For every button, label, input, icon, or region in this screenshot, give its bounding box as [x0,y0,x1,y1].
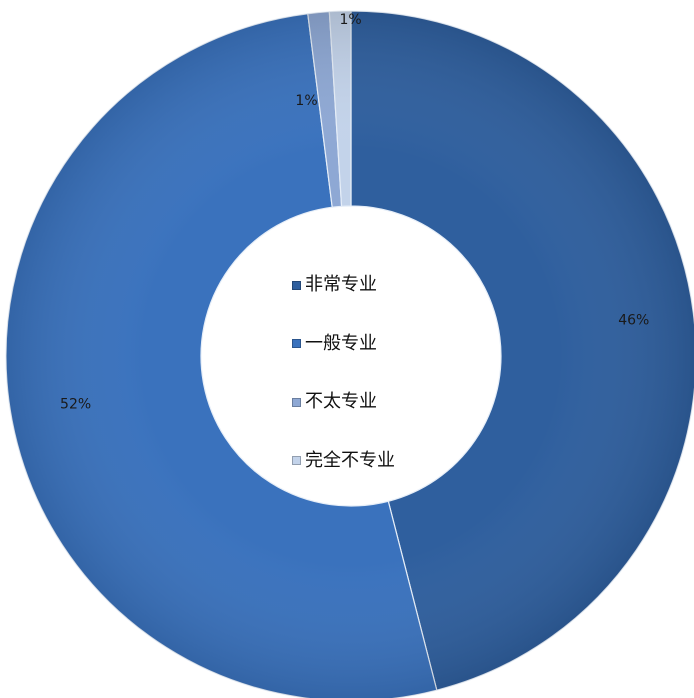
legend-item-3: 完全不专业 [292,432,452,491]
data-label-1: 52% [60,397,91,413]
legend-label-3: 完全不专业 [305,449,395,471]
legend-label-0: 非常专业 [305,274,377,296]
legend-swatch-3 [292,456,301,466]
legend-swatch-0 [292,280,301,290]
legend-label-1: 一般专业 [305,332,377,354]
legend-swatch-1 [292,339,301,349]
data-label-group: 46% 52% 1% 1% [60,12,649,413]
legend-swatch-2 [292,397,301,407]
legend-label-2: 不太专业 [305,391,377,413]
legend: 非常专业 一般专业 不太专业 完全不专业 [292,256,452,490]
legend-item-1: 一般专业 [292,315,452,374]
data-label-0: 46% [618,312,649,328]
data-label-3: 1% [340,12,362,28]
data-label-2: 1% [295,93,317,109]
legend-item-2: 不太专业 [292,373,452,432]
legend-item-0: 非常专业 [292,256,452,315]
